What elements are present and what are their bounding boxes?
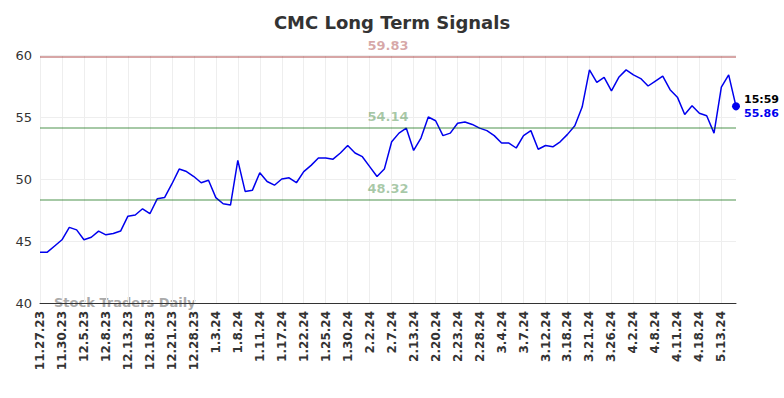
svg-text:1.8.24: 1.8.24 <box>231 311 245 354</box>
svg-text:12.13.23: 12.13.23 <box>121 311 135 370</box>
svg-text:50: 50 <box>15 172 32 187</box>
svg-text:4.18.24: 4.18.24 <box>692 311 706 362</box>
svg-text:4.2.24: 4.2.24 <box>626 311 640 354</box>
svg-text:2.13.24: 2.13.24 <box>407 311 421 362</box>
svg-text:3.4.24: 3.4.24 <box>495 311 509 354</box>
svg-text:1.25.24: 1.25.24 <box>319 311 333 362</box>
svg-text:55.86: 55.86 <box>744 107 779 120</box>
svg-text:Stock Traders Daily: Stock Traders Daily <box>54 295 196 310</box>
svg-text:3.18.24: 3.18.24 <box>560 311 574 362</box>
svg-text:11.27.23: 11.27.23 <box>33 311 47 370</box>
svg-text:CMC Long Term Signals: CMC Long Term Signals <box>274 12 510 33</box>
svg-text:11.30.23: 11.30.23 <box>55 311 69 370</box>
svg-text:1.30.24: 1.30.24 <box>341 311 355 362</box>
svg-text:1.22.24: 1.22.24 <box>297 311 311 362</box>
svg-text:1.3.24: 1.3.24 <box>209 311 223 354</box>
svg-text:12.5.23: 12.5.23 <box>77 311 91 362</box>
svg-text:3.7.24: 3.7.24 <box>517 311 531 354</box>
svg-text:48.32: 48.32 <box>367 181 408 196</box>
svg-text:60: 60 <box>15 48 32 63</box>
svg-text:4.8.24: 4.8.24 <box>648 311 662 354</box>
svg-text:12.28.23: 12.28.23 <box>187 311 201 370</box>
svg-text:2.20.24: 2.20.24 <box>429 311 443 362</box>
svg-text:1.11.24: 1.11.24 <box>253 311 267 362</box>
svg-text:3.12.24: 3.12.24 <box>539 311 553 362</box>
svg-text:40: 40 <box>15 296 32 311</box>
svg-text:2.7.24: 2.7.24 <box>385 311 399 354</box>
svg-text:2.23.24: 2.23.24 <box>451 311 465 362</box>
svg-text:55: 55 <box>15 110 32 125</box>
svg-text:59.83: 59.83 <box>367 38 408 53</box>
svg-text:3.26.24: 3.26.24 <box>604 311 618 362</box>
svg-text:2.2.24: 2.2.24 <box>363 311 377 354</box>
svg-text:5.13.24: 5.13.24 <box>714 311 728 362</box>
svg-text:12.18.23: 12.18.23 <box>143 311 157 370</box>
svg-text:12.8.23: 12.8.23 <box>99 311 113 362</box>
svg-text:1.17.24: 1.17.24 <box>275 311 289 362</box>
svg-text:3.21.24: 3.21.24 <box>582 311 596 362</box>
svg-text:12.21.23: 12.21.23 <box>165 311 179 370</box>
svg-text:15:59: 15:59 <box>744 93 779 106</box>
svg-text:4.11.24: 4.11.24 <box>670 311 684 362</box>
svg-text:2.28.24: 2.28.24 <box>473 311 487 362</box>
svg-text:45: 45 <box>15 234 32 249</box>
svg-text:54.14: 54.14 <box>367 109 408 124</box>
